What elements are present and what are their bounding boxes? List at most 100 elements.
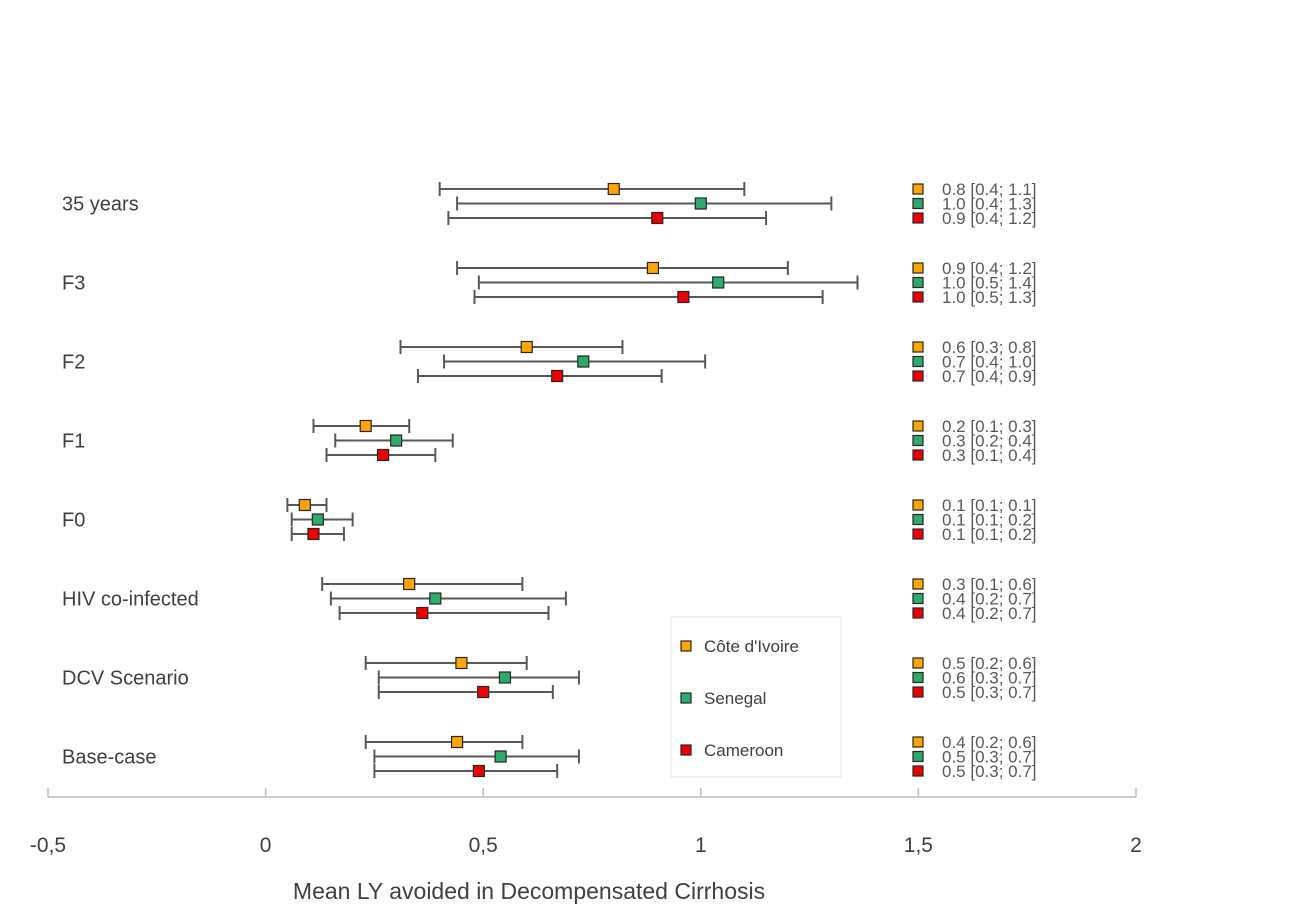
mean-marker — [677, 290, 690, 304]
x-tick-label: 0,5 — [469, 834, 498, 857]
mean-marker — [498, 671, 512, 684]
value-label-marker — [912, 276, 924, 289]
category-label: 35 years — [62, 194, 139, 216]
legend-label: Cameroon — [704, 741, 783, 760]
mean-marker — [377, 448, 390, 462]
value-label: 0.6 [0.3; 0.7] — [942, 669, 1037, 688]
legend-swatch — [680, 744, 692, 756]
mean-marker — [472, 764, 485, 778]
value-label: 0.4 [0.2; 0.7] — [942, 590, 1037, 609]
legend-box — [670, 616, 842, 778]
category-label: Base-case — [62, 747, 157, 769]
value-label: 0.2 [0.1; 0.3] — [942, 417, 1037, 436]
value-label: 0.5 [0.3; 0.7] — [942, 748, 1037, 767]
legend-label: Côte d'Ivoire — [704, 637, 799, 656]
x-tick-label: 1 — [695, 834, 707, 857]
value-label-marker — [912, 499, 924, 511]
value-label-marker — [912, 686, 924, 698]
x-axis-title: Mean LY avoided in Decompensated Cirrhos… — [293, 878, 765, 904]
value-label-marker — [912, 197, 924, 210]
legend-label: Senegal — [704, 689, 766, 708]
value-label-marker — [912, 420, 924, 432]
value-label: 0.6 [0.3; 0.8] — [942, 338, 1037, 357]
category-label: F1 — [62, 431, 85, 453]
mean-marker — [416, 606, 429, 620]
value-label: 0.4 [0.2; 0.7] — [942, 604, 1037, 623]
value-label-marker — [912, 657, 924, 669]
legend-swatch — [680, 640, 692, 652]
value-label-marker — [912, 528, 924, 540]
value-label-marker — [912, 671, 924, 684]
mean-marker — [359, 419, 372, 433]
x-tick-label: 1,5 — [904, 834, 933, 857]
value-labels: 0.8 [0.4; 1.1]1.0 [0.4; 1.3]0.9 [0.4; 1.… — [912, 180, 1037, 781]
x-axis: -0,5 0 0,5 1 1,5 2 — [30, 788, 1142, 857]
value-label: 1.0 [0.5; 1.4] — [942, 274, 1037, 293]
mean-marker — [450, 735, 464, 749]
value-label: 0.3 [0.2; 0.4] — [942, 432, 1037, 451]
mean-marker — [607, 182, 620, 196]
x-tick-label: 2 — [1130, 834, 1142, 857]
value-label: 1.0 [0.5; 1.3] — [942, 288, 1037, 307]
value-label-marker — [912, 607, 924, 619]
value-label-marker — [912, 513, 924, 526]
value-label: 0.7 [0.4; 1.0] — [942, 353, 1037, 372]
legend: Côte d'Ivoire Senegal Cameroon — [670, 616, 842, 778]
mean-marker — [429, 592, 442, 605]
markers — [298, 182, 725, 778]
value-label-marker — [912, 765, 924, 777]
mean-marker — [298, 498, 311, 512]
value-label: 0.5 [0.3; 0.7] — [942, 683, 1037, 702]
mean-marker — [455, 656, 468, 670]
value-label-marker — [912, 183, 924, 195]
value-label: 0.3 [0.1; 0.4] — [942, 446, 1037, 465]
value-label: 0.5 [0.2; 0.6] — [942, 654, 1037, 673]
value-label: 0.1 [0.1; 0.2] — [942, 525, 1037, 544]
value-label: 0.7 [0.4; 0.9] — [942, 367, 1037, 386]
value-label-marker — [912, 592, 924, 605]
value-label-marker — [912, 750, 924, 763]
mean-marker — [307, 527, 320, 541]
mean-marker — [403, 577, 416, 591]
mean-marker — [520, 340, 533, 354]
category-label: HIV co-infected — [62, 589, 199, 611]
x-tick-label: -0,5 — [30, 834, 66, 857]
value-label: 0.1 [0.1; 0.2] — [942, 511, 1037, 530]
legend-swatch — [680, 692, 692, 704]
value-label-marker — [912, 355, 924, 368]
value-label-marker — [912, 449, 924, 461]
value-label: 0.9 [0.4; 1.2] — [942, 209, 1037, 228]
value-label: 0.9 [0.4; 1.2] — [942, 259, 1037, 278]
value-label-marker — [912, 341, 924, 353]
value-label-marker — [912, 434, 924, 447]
mean-marker — [551, 369, 564, 383]
category-label: F2 — [62, 352, 85, 374]
mean-marker — [646, 261, 660, 275]
value-label: 0.8 [0.4; 1.1] — [942, 180, 1037, 199]
mean-marker — [311, 513, 324, 526]
value-label-marker — [912, 291, 924, 303]
value-label-marker — [912, 262, 924, 274]
mean-marker — [712, 276, 725, 289]
value-label: 0.5 [0.3; 0.7] — [942, 762, 1037, 781]
value-label-marker — [912, 370, 924, 382]
mean-marker — [651, 211, 664, 225]
value-label: 0.4 [0.2; 0.6] — [942, 733, 1037, 752]
value-label: 0.3 [0.1; 0.6] — [942, 575, 1037, 594]
category-label: F3 — [62, 273, 85, 295]
value-label-marker — [912, 578, 924, 590]
value-label-marker — [912, 736, 924, 748]
mean-marker — [477, 685, 490, 699]
value-label: 0.1 [0.1; 0.1] — [942, 496, 1037, 515]
mean-marker — [577, 355, 590, 368]
value-label: 1.0 [0.4; 1.3] — [942, 195, 1037, 214]
mean-marker — [390, 434, 403, 447]
value-label-marker — [912, 212, 924, 224]
category-labels: 35 years F3 F2 F1 F0 HIV co-infected DCV Scena… — [62, 194, 199, 769]
x-tick-label: 0 — [260, 834, 272, 857]
mean-marker — [494, 750, 507, 763]
category-label: F0 — [62, 510, 85, 532]
mean-marker — [694, 197, 707, 210]
category-label: DCV Scenario — [62, 668, 189, 690]
